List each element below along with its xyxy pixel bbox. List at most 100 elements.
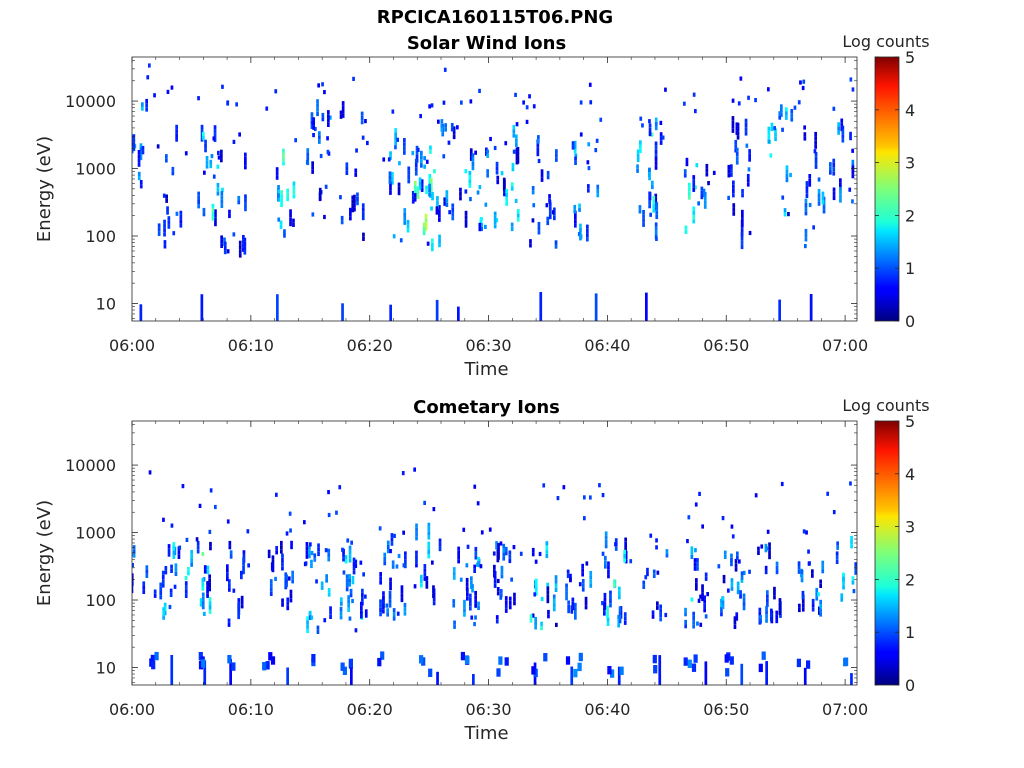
data-cell xyxy=(730,562,733,567)
data-cell xyxy=(493,564,496,569)
data-cell xyxy=(754,493,758,498)
data-cell xyxy=(306,148,310,153)
data-cell xyxy=(607,574,610,579)
data-cell xyxy=(614,546,618,551)
data-cell xyxy=(159,591,163,596)
data-cell xyxy=(165,158,168,163)
data-cell xyxy=(242,554,246,559)
data-cell xyxy=(285,531,289,536)
data-cell xyxy=(344,555,348,560)
data-cell xyxy=(442,100,446,105)
data-cell xyxy=(636,153,640,158)
data-cell xyxy=(414,163,418,168)
data-cell xyxy=(511,167,515,172)
data-cell xyxy=(270,566,274,571)
data-cell xyxy=(815,596,819,601)
data-cell xyxy=(213,133,217,138)
data-cell xyxy=(513,592,516,597)
data-cell xyxy=(464,189,468,194)
data-cell xyxy=(232,588,236,593)
data-cell xyxy=(379,576,382,581)
data-cell xyxy=(770,617,773,622)
data-cell xyxy=(766,529,770,534)
data-cell xyxy=(184,581,188,586)
data-cell xyxy=(292,185,296,190)
data-cell xyxy=(360,605,363,611)
data-cell xyxy=(480,226,483,232)
data-cell xyxy=(543,653,548,662)
data-cell xyxy=(495,541,498,546)
data-cell xyxy=(607,561,610,566)
data-cell xyxy=(821,191,825,196)
data-cell xyxy=(329,610,332,615)
data-cell xyxy=(617,623,620,628)
data-cell xyxy=(208,578,211,583)
data-cell xyxy=(692,92,696,97)
data-cell xyxy=(842,581,845,586)
data-cell xyxy=(623,554,626,559)
data-cell xyxy=(361,211,365,216)
data-cell xyxy=(309,542,312,547)
data-cell xyxy=(316,625,320,630)
data-cell xyxy=(484,224,487,229)
data-cell xyxy=(228,540,232,546)
data-cell xyxy=(705,172,709,177)
data-cell xyxy=(209,546,212,551)
y-tick-label: 1000 xyxy=(75,524,116,543)
data-cell xyxy=(432,601,436,606)
data-cell xyxy=(785,115,788,120)
data-cell xyxy=(362,232,365,237)
data-cell xyxy=(604,564,607,569)
data-cell xyxy=(320,581,324,586)
data-cell xyxy=(389,577,392,582)
data-cell xyxy=(459,187,462,192)
data-cell xyxy=(821,195,825,200)
data-cell xyxy=(536,143,540,148)
data-cell xyxy=(778,111,782,116)
data-cell xyxy=(431,191,434,197)
data-cell xyxy=(319,153,323,159)
data-cell xyxy=(473,568,476,573)
data-cell xyxy=(132,563,134,568)
data-cell xyxy=(734,144,738,149)
data-cell xyxy=(651,610,655,615)
data-cell xyxy=(801,85,805,91)
colorbar-tick-label: 4 xyxy=(905,465,915,484)
data-cell xyxy=(636,157,640,163)
data-cell xyxy=(179,223,183,228)
data-cell xyxy=(741,214,744,219)
data-cell xyxy=(281,553,284,558)
data-cell xyxy=(737,101,741,106)
data-cell xyxy=(269,579,273,584)
data-cell xyxy=(132,588,134,593)
data-cell xyxy=(609,603,612,608)
data-cell xyxy=(243,250,247,255)
data-cell xyxy=(690,554,694,559)
colorbar-tick-label: 5 xyxy=(905,412,915,431)
x-tick-label: 06:00 xyxy=(109,700,155,719)
data-cell xyxy=(463,599,466,604)
data-cell xyxy=(545,553,549,559)
data-cell xyxy=(735,616,739,621)
data-cell xyxy=(285,583,288,588)
data-cell xyxy=(654,193,658,198)
data-cell xyxy=(727,173,731,178)
data-cell xyxy=(169,588,173,593)
data-cell xyxy=(137,162,141,167)
data-cell xyxy=(555,622,558,627)
data-cell xyxy=(701,592,704,597)
data-cell xyxy=(286,197,289,202)
panels-group: 06:00 06:10 06:20 06:30 06:40 06:50 07:0010100… xyxy=(34,32,930,744)
data-cell xyxy=(654,117,658,122)
data-cell xyxy=(654,197,658,203)
data-cell xyxy=(837,122,840,127)
data-cell xyxy=(438,238,441,243)
data-cell xyxy=(356,192,359,197)
data-cell xyxy=(685,162,689,167)
data-cell xyxy=(342,570,346,575)
data-cell xyxy=(341,101,345,106)
data-cell xyxy=(274,89,278,94)
data-cell xyxy=(851,576,855,581)
data-cell xyxy=(696,558,699,563)
data-cell xyxy=(127,543,130,547)
